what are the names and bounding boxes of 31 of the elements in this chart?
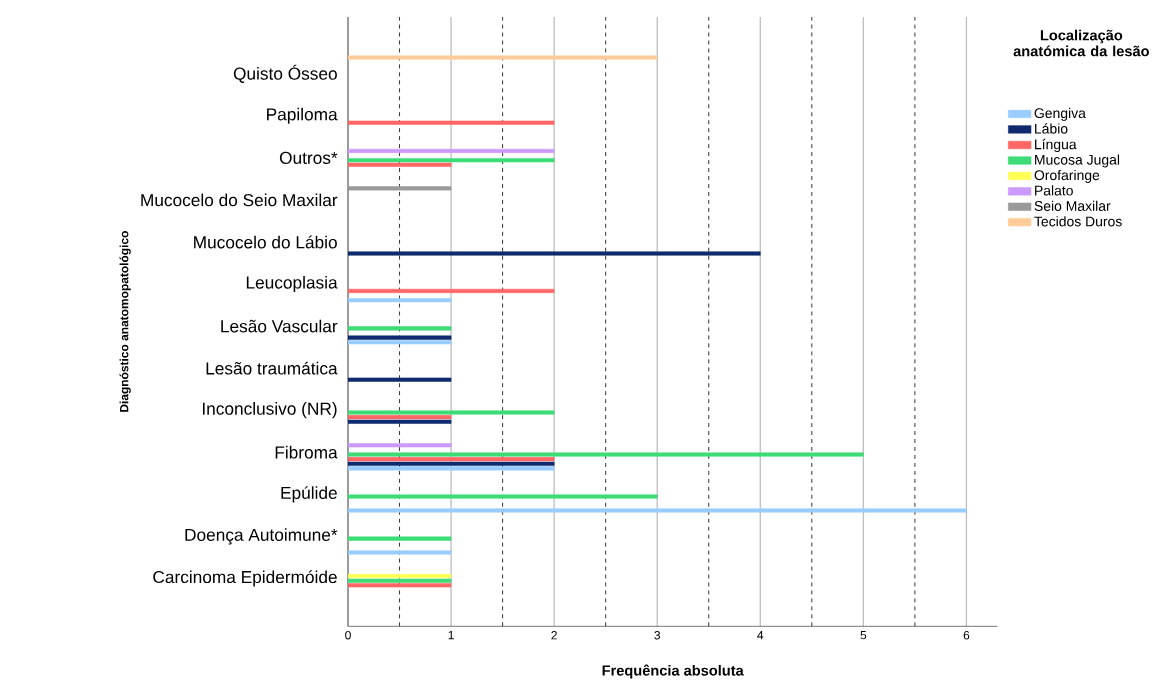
y-tick-label: Leucoplasia [246, 275, 338, 293]
x-tick-label: 1 [448, 631, 454, 640]
legend-title: Localização anatómica da lesão [1013, 29, 1149, 57]
legend-label: Tecidos Duros [1034, 216, 1122, 227]
y-axis-title: Diagnóstico anatomopatológico [119, 231, 131, 412]
x-axis-title: Frequência absoluta [602, 664, 744, 679]
legend-label: Seio Maxilar [1034, 200, 1111, 211]
y-tick-label: Outros* [279, 151, 338, 164]
x-tick-label: 5 [860, 631, 867, 640]
legend-label: Mucosa Jugal [1035, 154, 1120, 168]
y-tick-label: Doença Autoimune* [185, 528, 338, 545]
y-tick-label: Fibroma [275, 445, 338, 459]
legend-label: Orofaringe [1034, 169, 1100, 183]
y-tick-label: Inconclusivo (NR) [202, 402, 337, 419]
x-tick-label: 3 [654, 631, 661, 640]
y-tick-label: Mucocelo do Seio Maxilar [141, 193, 338, 207]
legend-label: Lábio [1035, 123, 1068, 134]
x-tick-label: 4 [757, 631, 764, 640]
legend-label: Gengiva [1034, 107, 1086, 121]
x-tick-label: 0 [345, 631, 351, 640]
x-tick-label: 2 [551, 631, 557, 640]
y-tick-label: Epúlide [281, 486, 337, 503]
y-tick-label: Lesão Vascular [221, 319, 338, 333]
y-tick-label: Lesão traumática [206, 361, 338, 375]
y-tick-label: Mucocelo do Lábio [194, 235, 337, 249]
y-tick-label: Carcinoma Epidermóide [153, 570, 337, 587]
legend-label: Língua [1035, 138, 1077, 153]
x-tick-label: 6 [963, 631, 970, 640]
legend-label: Palato [1035, 185, 1073, 196]
y-tick-label: Quisto Ósseo [233, 64, 337, 83]
y-tick-label: Papiloma [267, 107, 338, 124]
